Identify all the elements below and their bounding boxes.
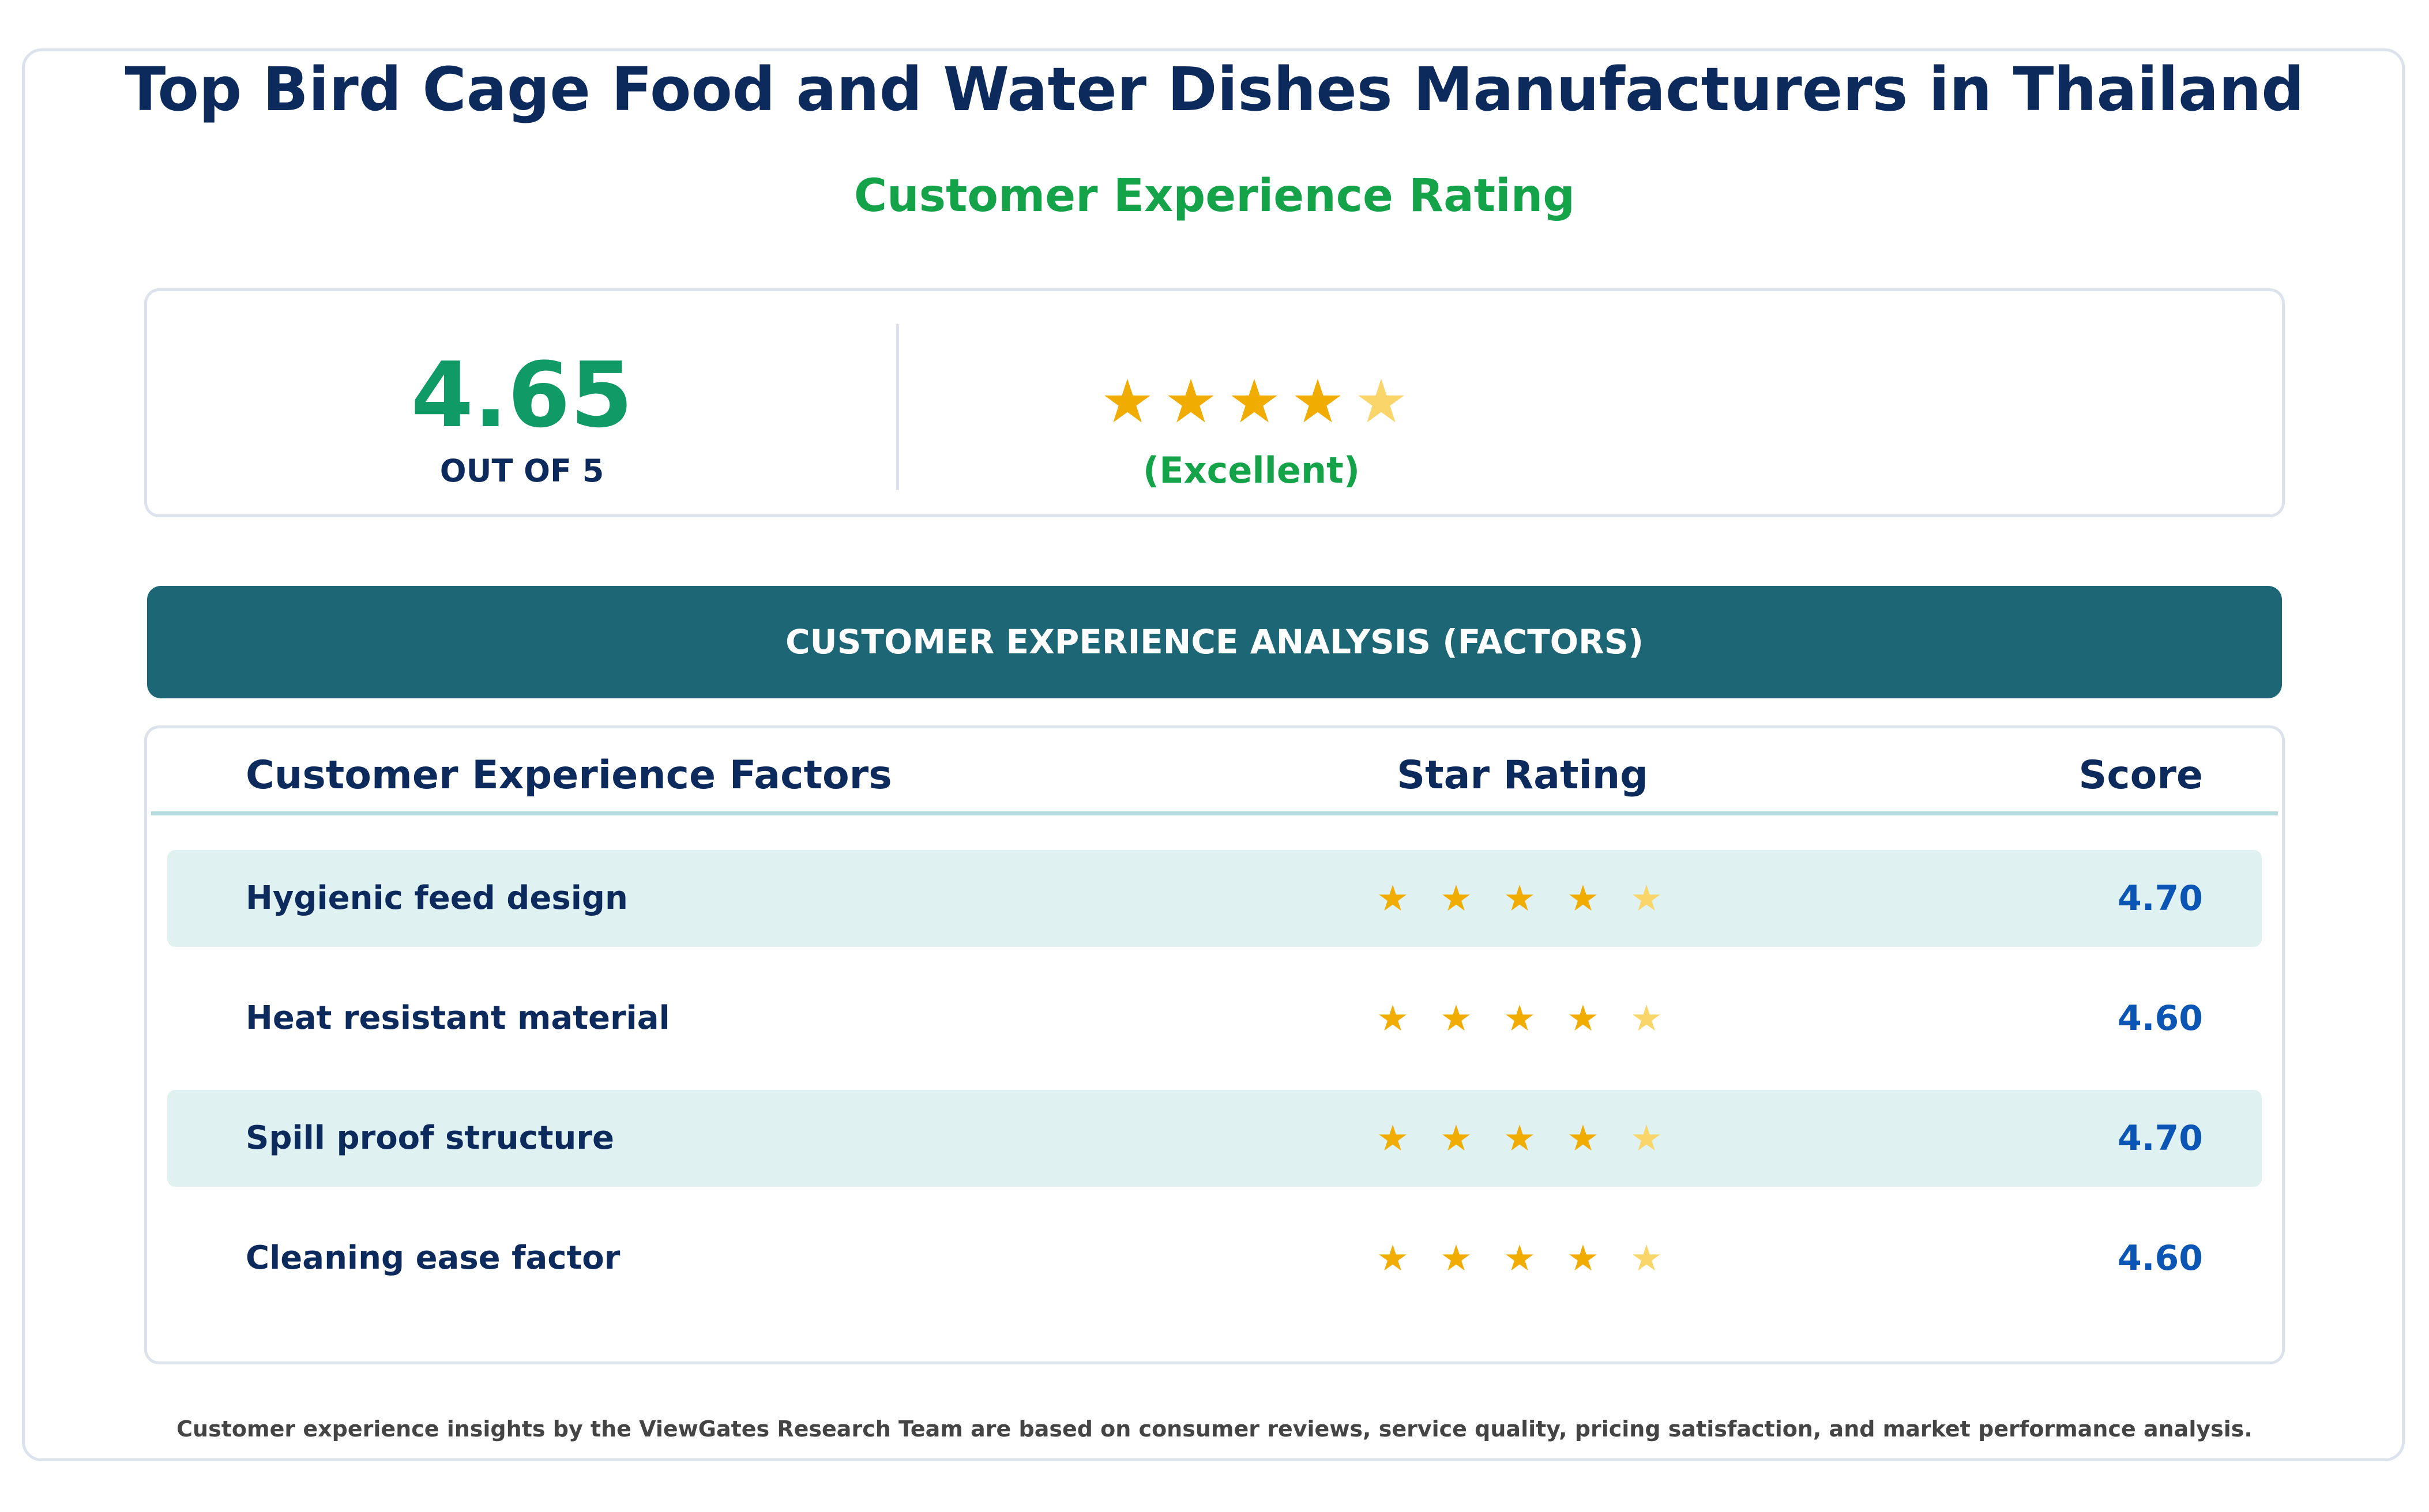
header-star-rating: Star Rating [1397, 753, 1648, 798]
table-row: Heat resistant material ★ ★ ★ ★ ★ 4.60 [167, 970, 2262, 1067]
header-rule [151, 811, 2278, 815]
page-subtitle: Customer Experience Rating [853, 170, 1576, 222]
summary-divider [896, 324, 899, 490]
factor-score: 4.60 [2117, 998, 2203, 1039]
star-full-icon: ★ [1227, 366, 1281, 437]
star-partial-icon: ★ [1630, 1117, 1663, 1159]
star-full-icon: ★ [1440, 877, 1472, 919]
star-full-icon: ★ [1377, 1117, 1409, 1159]
factor-score: 4.70 [2117, 1118, 2203, 1159]
star-full-icon: ★ [1567, 997, 1599, 1039]
footnote: Customer experience insights by the View… [176, 1416, 2253, 1442]
star-full-icon: ★ [1164, 366, 1218, 437]
star-partial-icon: ★ [1630, 1237, 1663, 1279]
summary-card [144, 288, 2285, 517]
star-full-icon: ★ [1440, 997, 1472, 1039]
star-full-icon: ★ [1291, 366, 1345, 437]
header-factor: Customer Experience Factors [246, 753, 892, 798]
star-full-icon: ★ [1567, 1237, 1599, 1279]
star-full-icon: ★ [1377, 877, 1409, 919]
factor-score: 4.60 [2117, 1238, 2203, 1278]
star-partial-icon: ★ [1630, 877, 1663, 919]
factor-star-rating: ★ ★ ★ ★ ★ [1361, 1210, 1678, 1307]
rating-label: (Excellent) [1142, 449, 1360, 491]
star-full-icon: ★ [1377, 1237, 1409, 1279]
factor-star-rating: ★ ★ ★ ★ ★ [1361, 1090, 1678, 1187]
star-full-icon: ★ [1440, 1117, 1472, 1159]
header-score: Score [2078, 753, 2203, 798]
factor-star-rating: ★ ★ ★ ★ ★ [1361, 850, 1678, 947]
factor-label: Hygienic feed design [246, 879, 628, 917]
factors-table [144, 725, 2285, 1364]
factor-label: Spill proof structure [246, 1119, 615, 1157]
table-row: Cleaning ease factor ★ ★ ★ ★ ★ 4.60 [167, 1210, 2262, 1307]
out-of-label: OUT OF 5 [439, 453, 604, 489]
star-full-icon: ★ [1567, 1117, 1599, 1159]
star-full-icon: ★ [1567, 877, 1599, 919]
factor-label: Cleaning ease factor [246, 1239, 621, 1277]
table-row: Spill proof structure ★ ★ ★ ★ ★ 4.70 [167, 1090, 2262, 1187]
star-full-icon: ★ [1503, 1237, 1536, 1279]
star-partial-icon: ★ [1630, 997, 1663, 1039]
star-full-icon: ★ [1503, 1117, 1536, 1159]
star-partial-icon: ★ [1354, 366, 1408, 437]
star-full-icon: ★ [1100, 366, 1155, 437]
star-full-icon: ★ [1377, 997, 1409, 1039]
overall-score: 4.65 [411, 343, 633, 447]
page-title: Top Bird Cage Food and Water Dishes Manu… [125, 54, 2304, 125]
section-band: CUSTOMER EXPERIENCE ANALYSIS (FACTORS) [147, 586, 2282, 698]
star-full-icon: ★ [1503, 997, 1536, 1039]
table-row: Hygienic feed design ★ ★ ★ ★ ★ 4.70 [167, 850, 2262, 947]
star-full-icon: ★ [1503, 877, 1536, 919]
factor-label: Heat resistant material [246, 999, 670, 1037]
overall-star-rating: ★ ★ ★ ★ ★ [1096, 367, 1413, 436]
factor-score: 4.70 [2117, 878, 2203, 919]
star-full-icon: ★ [1440, 1237, 1472, 1279]
factor-star-rating: ★ ★ ★ ★ ★ [1361, 970, 1678, 1067]
